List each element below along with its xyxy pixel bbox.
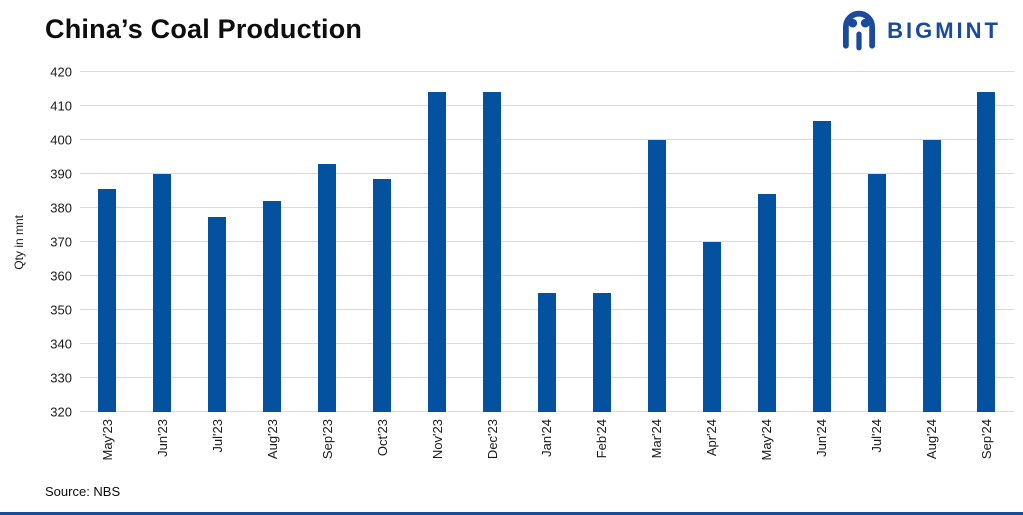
x-tick-label: Jun'24 xyxy=(814,419,830,457)
y-tick-label: 420 xyxy=(50,64,72,80)
bar-jan-24 xyxy=(537,293,556,412)
y-tick-label: 400 xyxy=(50,132,72,148)
bar-dec-23 xyxy=(483,92,502,412)
bar-mar-24 xyxy=(647,140,666,412)
x-tick-label: Jan'24 xyxy=(539,419,555,457)
gridline xyxy=(80,105,1014,106)
bar-slot xyxy=(849,72,904,412)
x-tick-label: May'23 xyxy=(99,419,115,461)
gridline xyxy=(80,173,1014,174)
plot-area xyxy=(80,71,1014,412)
x-label-slot: Dec'23 xyxy=(465,412,520,478)
x-tick-label: Aug'24 xyxy=(924,419,940,460)
bar-may-23 xyxy=(98,189,117,412)
bar-jul-24 xyxy=(867,174,886,412)
x-tick-label: May'24 xyxy=(759,419,775,461)
bar-slot xyxy=(410,72,465,412)
bar-slot xyxy=(245,72,300,412)
bar-slot xyxy=(80,72,135,412)
x-tick-label: Oct'23 xyxy=(374,419,390,457)
x-tick-label: Jul'23 xyxy=(209,419,225,453)
x-label-slot: Nov'23 xyxy=(410,412,465,478)
x-tick-label: Aug'23 xyxy=(264,419,280,460)
x-label-slot: Jan'24 xyxy=(520,412,575,478)
x-label-slot: Jul'24 xyxy=(849,412,904,478)
y-tick-label: 320 xyxy=(50,404,72,420)
bars-row xyxy=(80,72,1014,412)
y-tick-label: 380 xyxy=(50,200,72,216)
bigmint-logo-icon xyxy=(843,10,876,51)
bar-feb-24 xyxy=(592,293,611,412)
x-label-slot: Apr'24 xyxy=(684,412,739,478)
x-label-slot: Jul'23 xyxy=(190,412,245,478)
x-label-slot: Oct'23 xyxy=(355,412,410,478)
x-axis-labels: May'23 Jun'23 Jul'23 Aug'23 Sep'23 Oct'23 Nov'… xyxy=(80,412,1014,478)
bar-slot xyxy=(959,72,1014,412)
bar-slot xyxy=(355,72,410,412)
x-label-slot: May'23 xyxy=(80,412,135,478)
x-tick-label: Jul'24 xyxy=(869,419,885,453)
y-axis-ticks: 320 330 340 350 360 370 380 390 400 410 420 xyxy=(0,66,72,419)
gridline xyxy=(80,275,1014,276)
x-tick-label: Jun'23 xyxy=(154,419,170,457)
x-tick-label: Sep'24 xyxy=(978,419,994,460)
y-tick-label: 350 xyxy=(50,302,72,318)
gridline xyxy=(80,241,1014,242)
bar-slot xyxy=(629,72,684,412)
bar-slot xyxy=(300,72,355,412)
x-tick-label: Nov'23 xyxy=(429,419,445,460)
source-note: Source: NBS xyxy=(45,484,121,499)
y-tick-label: 360 xyxy=(50,268,72,284)
x-label-slot: Sep'23 xyxy=(300,412,355,478)
bar-jun-23 xyxy=(153,174,172,412)
x-tick-label: Apr'24 xyxy=(704,419,720,457)
bar-slot xyxy=(739,72,794,412)
x-label-slot: Aug'24 xyxy=(904,412,959,478)
x-label-slot: Jun'23 xyxy=(135,412,190,478)
y-tick-label: 370 xyxy=(50,234,72,250)
x-label-slot: Sep'24 xyxy=(959,412,1014,478)
bar-slot xyxy=(574,72,629,412)
x-label-slot: Mar'24 xyxy=(629,412,684,478)
bar-nov-23 xyxy=(428,92,447,412)
bar-slot xyxy=(794,72,849,412)
bar-oct-23 xyxy=(373,179,392,412)
x-label-slot: Jun'24 xyxy=(794,412,849,478)
bar-aug-24 xyxy=(922,140,941,412)
bar-slot xyxy=(520,72,575,412)
bar-slot xyxy=(904,72,959,412)
gridline xyxy=(80,71,1014,72)
x-tick-label: Sep'23 xyxy=(319,419,335,460)
bar-sep-24 xyxy=(977,92,996,412)
y-tick-label: 390 xyxy=(50,166,72,182)
gridline xyxy=(80,139,1014,140)
bar-jun-24 xyxy=(812,121,831,412)
page-title: China’s Coal Production xyxy=(45,14,363,44)
bar-may-24 xyxy=(757,194,776,412)
bar-slot xyxy=(465,72,520,412)
bar-slot xyxy=(190,72,245,412)
x-label-slot: Aug'23 xyxy=(245,412,300,478)
y-tick-label: 410 xyxy=(50,98,72,114)
bigmint-logo: BIGMINT xyxy=(838,8,1001,54)
bigmint-logo-text: BIGMINT xyxy=(887,18,1001,43)
gridline xyxy=(80,207,1014,208)
bar-slot xyxy=(135,72,190,412)
x-label-slot: Feb'24 xyxy=(574,412,629,478)
bar-sep-23 xyxy=(318,163,337,412)
bar-slot xyxy=(684,72,739,412)
x-tick-label: Feb'24 xyxy=(594,419,610,459)
bottom-accent-line xyxy=(0,512,1023,515)
x-tick-label: Mar'24 xyxy=(649,419,665,459)
bar-aug-23 xyxy=(263,201,282,412)
y-tick-label: 330 xyxy=(50,370,72,386)
bar-jul-23 xyxy=(208,216,227,412)
x-tick-label: Dec'23 xyxy=(484,419,500,460)
bar-apr-24 xyxy=(702,242,721,412)
x-label-slot: May'24 xyxy=(739,412,794,478)
y-tick-label: 340 xyxy=(50,336,72,352)
